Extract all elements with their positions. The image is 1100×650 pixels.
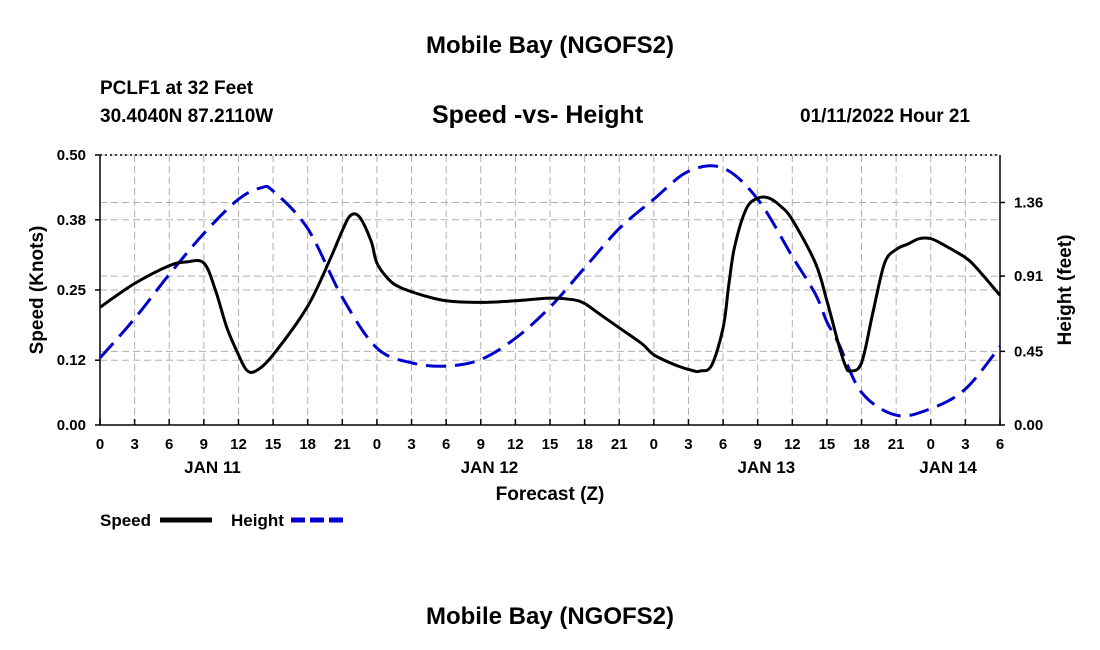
x-date-label: JAN 11	[184, 458, 241, 477]
x-tick-label: 12	[230, 436, 247, 453]
y2-tick-label: 1.36	[1014, 194, 1043, 211]
x-tick-label: 0	[96, 436, 104, 453]
legend-label-height: Height	[231, 511, 284, 530]
x-tick-label: 21	[334, 436, 351, 453]
x-tick-label: 3	[961, 436, 969, 453]
x-tick-label: 6	[719, 436, 727, 453]
y-tick-label: 0.12	[57, 352, 86, 369]
x-date-label: JAN 13	[738, 458, 796, 477]
x-tick-label: 6	[996, 436, 1004, 453]
y-tick-label: 0.50	[57, 147, 86, 164]
station-label: PCLF1 at 32 Feet	[100, 78, 254, 99]
x-tick-label: 15	[542, 436, 559, 453]
x-tick-label: 9	[754, 436, 762, 453]
x-tick-label: 18	[299, 436, 316, 453]
forecast-datetime: 01/11/2022 Hour 21	[800, 106, 971, 127]
x-date-label: JAN 12	[461, 458, 519, 477]
x-tick-label: 6	[165, 436, 173, 453]
page-title-bottom: Mobile Bay (NGOFS2)	[425, 603, 675, 630]
y-tick-label: 0.38	[57, 212, 86, 229]
x-tick-label: 12	[507, 436, 524, 453]
x-tick-label: 6	[442, 436, 450, 453]
series-line-speed	[99, 195, 1002, 374]
x-tick-label: 21	[611, 436, 628, 453]
x-date-label: JAN 14	[919, 458, 977, 477]
x-tick-label: 0	[927, 436, 935, 453]
x-tick-label: 0	[650, 436, 658, 453]
y2-tick-label: 0.00	[1014, 417, 1043, 434]
y2-tick-label: 0.91	[1014, 268, 1043, 285]
x-tick-label: 0	[373, 436, 381, 453]
y-tick-label: 0.25	[57, 282, 86, 299]
x-tick-label: 21	[888, 436, 905, 453]
x-tick-label: 9	[200, 436, 208, 453]
x-tick-label: 3	[684, 436, 692, 453]
x-tick-label: 3	[130, 436, 138, 453]
y-tick-label: 0.00	[57, 417, 86, 434]
x-tick-label: 9	[477, 436, 485, 453]
x-tick-label: 18	[576, 436, 593, 453]
x-tick-label: 18	[853, 436, 870, 453]
y-axis-title: Speed (Knots)	[27, 226, 48, 355]
chart-title: Speed -vs- Height	[432, 101, 644, 129]
x-tick-label: 15	[265, 436, 282, 453]
y2-tick-label: 0.45	[1014, 343, 1043, 360]
y2-axis-title: Height (feet)	[1055, 235, 1076, 346]
legend-label-speed: Speed	[100, 511, 151, 530]
page-title-top: Mobile Bay (NGOFS2)	[425, 32, 675, 59]
x-tick-label: 12	[784, 436, 801, 453]
x-tick-label: 3	[407, 436, 415, 453]
x-axis-title: Forecast (Z)	[496, 484, 605, 505]
station-coords: 30.4040N 87.2110W	[100, 106, 274, 127]
x-tick-label: 15	[819, 436, 836, 453]
